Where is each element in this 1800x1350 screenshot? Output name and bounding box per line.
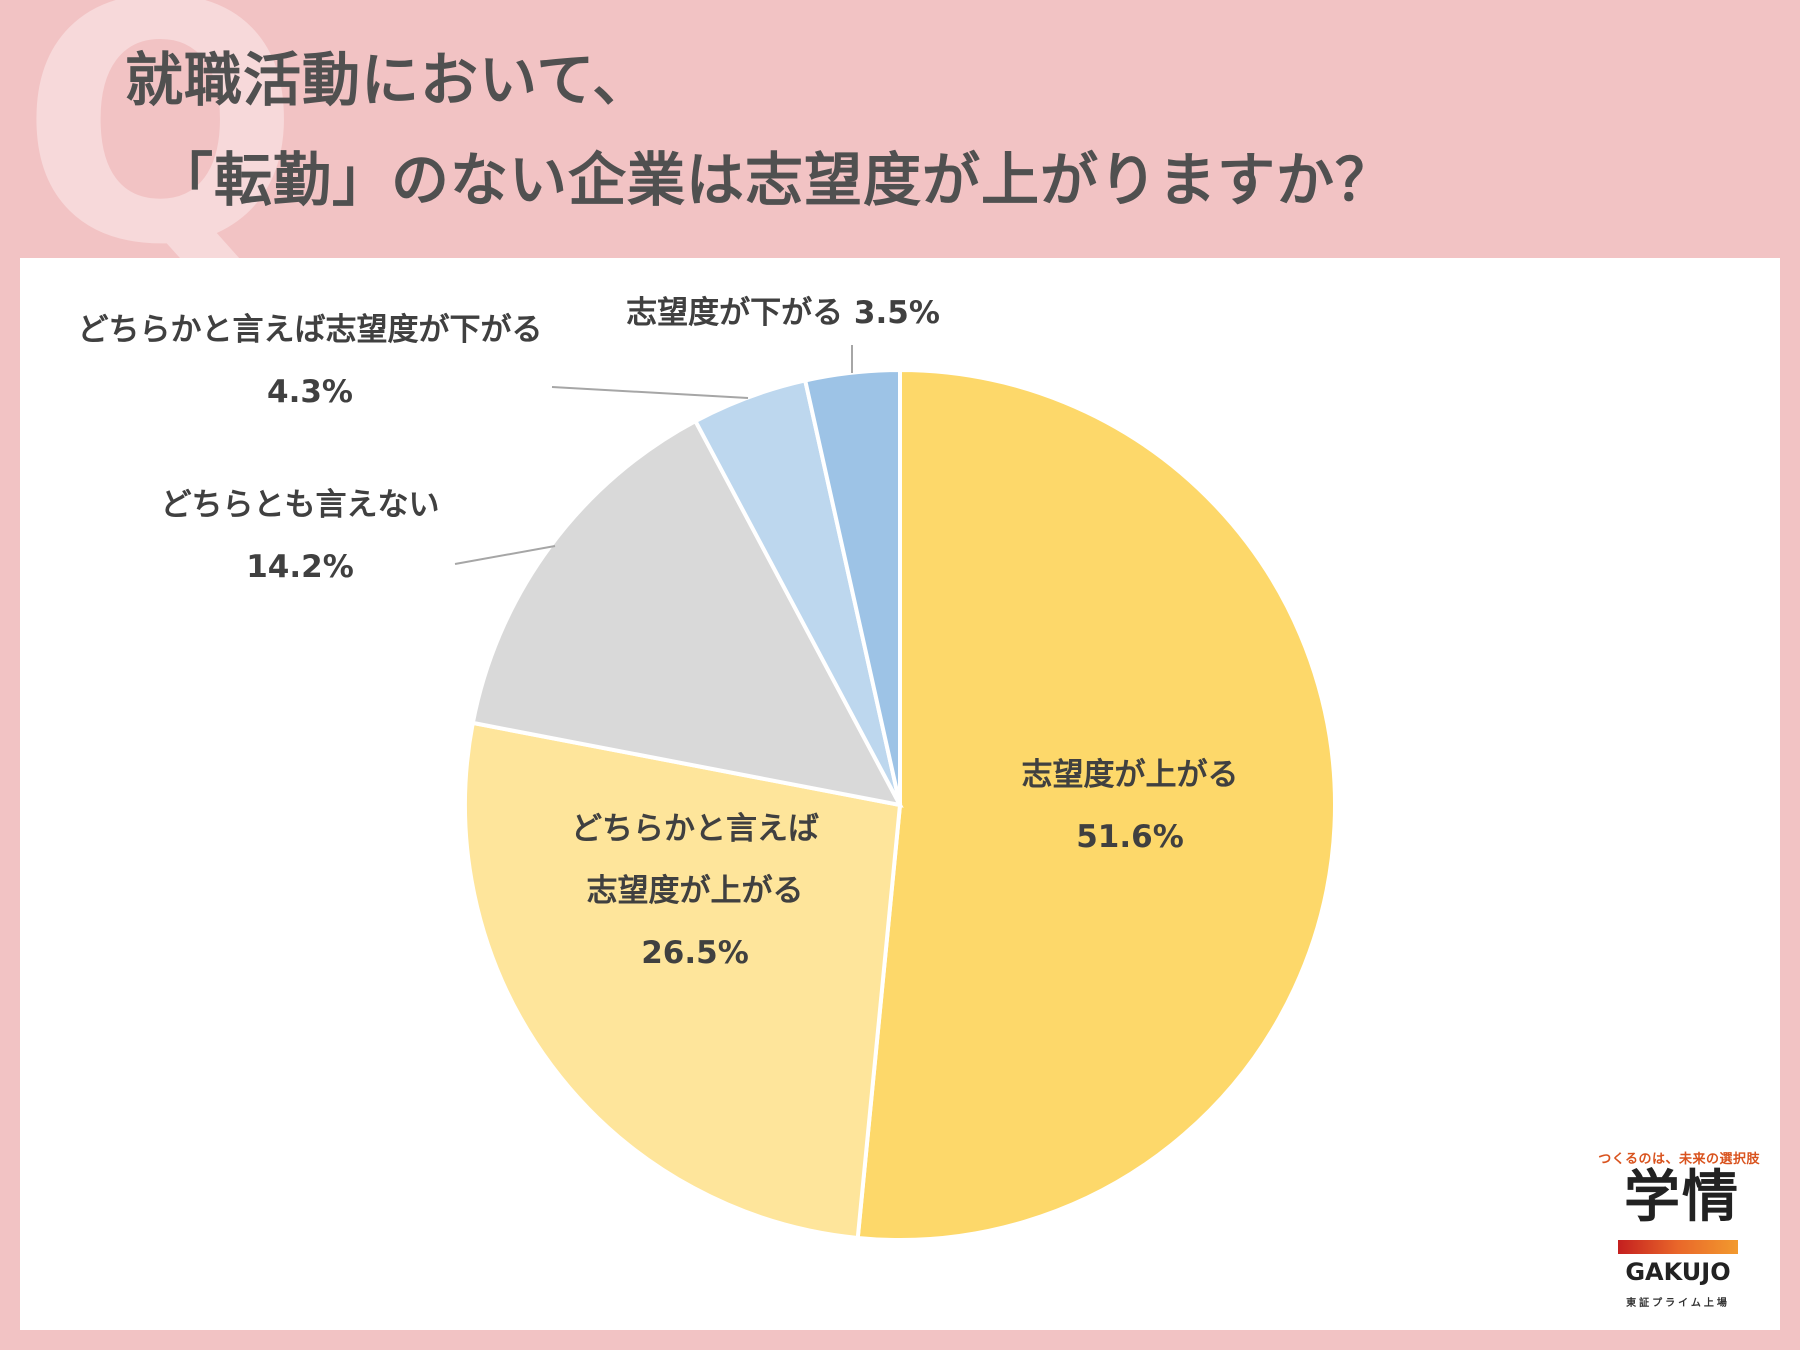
slice-label-1: 志望度が上がる — [587, 873, 804, 909]
title-line-2: 「転勤」のない企業は志望度が上がりますか？ — [155, 146, 1395, 214]
pie-slice-1 — [463, 720, 903, 1241]
logo-bar — [1618, 1240, 1738, 1254]
page-title: 就職活動において、 「転勤」のない企業は志望度が上がりますか？ — [125, 30, 1394, 230]
slice-label-4: 志望度が下がる 3.5% — [626, 295, 940, 331]
logo-sub: 東証プライム上場 — [1626, 1298, 1730, 1309]
leader-line-3 — [551, 386, 749, 399]
q-watermark: Q — [20, 0, 301, 317]
leader-line-2 — [454, 545, 556, 565]
slice-label-1: どちらかと言えば — [571, 811, 819, 847]
pie-slice-0 — [855, 367, 1338, 1242]
logo-name: GAKUJO — [1625, 1258, 1731, 1286]
slice-label-0: 志望度が上がる — [1022, 757, 1239, 793]
title-line-1: 就職活動において、 — [125, 46, 652, 114]
slice-value-label-2: 14.2% — [246, 549, 354, 585]
slice-value-label-1: 26.5% — [641, 935, 749, 971]
slice-value-label-3: 4.3% — [267, 374, 353, 410]
slice-value-label-0: 51.6% — [1076, 819, 1184, 855]
slice-label-2: どちらとも言えない — [161, 487, 440, 523]
logo-kanji: 学情 — [1624, 1165, 1740, 1230]
slice-label-3: どちらかと言えば志望度が下がる — [78, 312, 543, 348]
logo-tagline: つくるのは、未来の選択肢 — [1598, 1152, 1760, 1167]
